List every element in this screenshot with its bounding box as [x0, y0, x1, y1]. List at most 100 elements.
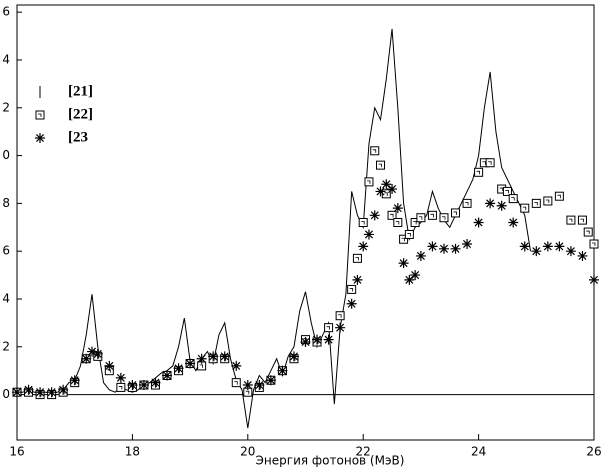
y-tick-label: 0 — [2, 148, 10, 162]
square-shape — [439, 213, 449, 223]
star-marker — [81, 353, 92, 364]
square-marker — [531, 198, 541, 208]
square-inner — [586, 230, 590, 235]
y-tick-label: 6 — [2, 5, 10, 19]
series-line — [17, 28, 532, 429]
square-marker — [404, 229, 414, 239]
square-marker — [502, 186, 512, 196]
star-marker — [589, 274, 599, 285]
star-marker — [35, 387, 46, 398]
square-inner — [465, 201, 469, 206]
y-tick-label: 2 — [2, 339, 10, 353]
star-marker — [277, 365, 288, 376]
square-inner — [522, 206, 527, 211]
legend-label: [23 — [68, 129, 88, 145]
star-marker — [577, 250, 588, 261]
square-shape — [335, 311, 345, 321]
square-shape — [451, 208, 461, 218]
square-inner — [384, 192, 388, 196]
star-marker — [58, 384, 69, 395]
square-marker — [387, 210, 397, 220]
square-shape — [416, 213, 426, 223]
star-marker — [46, 387, 57, 398]
square-inner — [390, 213, 394, 218]
legend-label: [21] — [68, 83, 93, 99]
x-tick-label: 22 — [356, 445, 371, 459]
square-shape — [352, 253, 362, 263]
square-shape — [502, 186, 512, 196]
square-shape — [376, 160, 386, 170]
square-shape — [231, 378, 241, 388]
star-marker — [150, 377, 161, 388]
y-tick-label: 4 — [2, 52, 10, 66]
star-marker — [392, 203, 403, 214]
square-inner — [482, 161, 486, 165]
star-marker — [185, 358, 196, 369]
square-marker — [376, 160, 386, 170]
square-inner — [199, 364, 204, 368]
square-shape — [554, 191, 564, 201]
square-inner — [366, 180, 371, 184]
star-marker — [231, 360, 242, 371]
square-marker — [427, 210, 437, 220]
star-marker — [410, 270, 421, 281]
star-marker — [565, 246, 576, 257]
square-inner — [401, 237, 405, 242]
square-inner — [441, 216, 446, 220]
star-marker — [312, 334, 323, 345]
star-marker — [554, 241, 565, 252]
square-inner — [407, 233, 411, 237]
star-marker — [485, 198, 496, 209]
y-tick-label: 2 — [2, 100, 10, 114]
square-shape — [508, 194, 518, 204]
star-marker — [381, 179, 392, 190]
star-marker — [398, 258, 409, 269]
star-marker — [265, 375, 276, 386]
square-marker — [439, 213, 449, 223]
square-marker — [35, 110, 45, 120]
x-axis-label: Энергия фотонов (МэВ) — [256, 454, 405, 468]
plot-frame — [16, 4, 595, 441]
y-tick-label: 8 — [2, 196, 10, 210]
y-tick-label: 0 — [2, 387, 10, 401]
square-shape — [358, 218, 368, 227]
square-marker — [324, 323, 334, 333]
star-marker — [462, 239, 473, 250]
square-shape — [35, 110, 45, 120]
square-inner — [338, 314, 342, 318]
y-tick-label: 6 — [2, 244, 10, 258]
star-marker — [300, 337, 311, 348]
square-shape — [427, 210, 437, 220]
star-marker — [115, 372, 126, 383]
square-marker — [589, 239, 599, 249]
square-shape — [387, 210, 397, 220]
star-marker — [23, 384, 34, 395]
square-inner — [372, 149, 377, 153]
square-inner — [118, 386, 123, 390]
square-shape — [393, 218, 403, 227]
star-marker — [254, 380, 265, 391]
square-marker — [520, 203, 530, 213]
star-marker — [346, 298, 357, 309]
square-shape — [462, 198, 472, 208]
square-inner — [361, 221, 365, 225]
star-marker — [531, 246, 542, 257]
square-inner — [349, 288, 354, 292]
star-marker — [438, 243, 449, 254]
square-shape — [577, 215, 587, 225]
square-marker — [410, 218, 420, 227]
star-marker — [288, 351, 299, 362]
square-marker — [116, 382, 126, 392]
star-marker — [92, 348, 103, 359]
x-tick-label: 26 — [586, 445, 601, 459]
star-marker — [404, 274, 415, 285]
square-marker — [554, 191, 564, 201]
star-marker — [363, 229, 374, 240]
square-shape — [474, 167, 484, 177]
star-marker — [127, 380, 138, 391]
square-marker — [393, 218, 403, 227]
square-marker — [352, 253, 362, 263]
square-inner — [592, 242, 596, 247]
square-inner — [38, 113, 42, 117]
star-marker — [173, 363, 184, 374]
